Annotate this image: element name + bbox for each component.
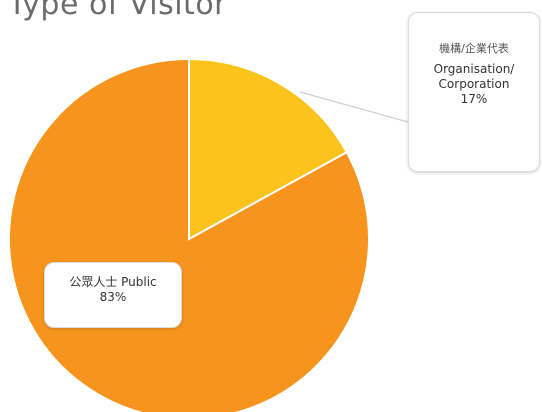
chart-title: Type of Visitor [8, 0, 228, 22]
corporation-callout: 機構/企業代表 Organisation/ Corporation 17% [408, 12, 540, 172]
public-percent: 83% [99, 290, 127, 304]
public-callout: 公眾人士 Public 83% [44, 262, 182, 328]
corporation-label-en-line1: Organisation/ [433, 62, 515, 76]
corporation-label-cn: 機構/企業代表 [439, 42, 509, 55]
pie-slices [8, 57, 370, 412]
public-label: 公眾人士 Public [69, 275, 157, 289]
corporation-label-en-line2: Corporation [438, 77, 510, 91]
corporation-percent: 17% [460, 92, 488, 106]
pie-slice-corporation [188, 57, 349, 241]
callout-leader-line [299, 91, 409, 123]
